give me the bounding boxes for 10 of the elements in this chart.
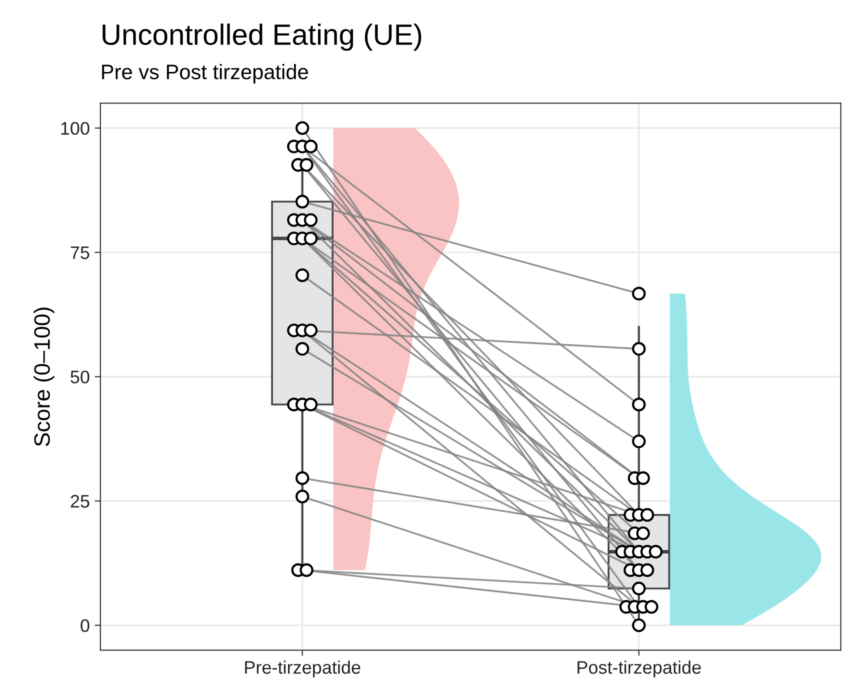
y-tick-label: 0 <box>80 619 90 632</box>
y-tick-label: 25 <box>70 494 90 508</box>
x-tick-label: Pre-tirzepatide <box>245 660 360 678</box>
y-tick-label: 50 <box>70 370 90 384</box>
x-tick-label: Post-tirzepatide <box>578 660 701 678</box>
chart-title: Uncontrolled Eating (UE) <box>102 24 422 51</box>
y-tick-label: 100 <box>61 122 90 135</box>
y-tick-label: 75 <box>70 246 90 260</box>
chart-subtitle: Pre vs Post tirzepatide <box>102 64 308 84</box>
y-axis-title: Score (0–100) <box>34 308 54 446</box>
